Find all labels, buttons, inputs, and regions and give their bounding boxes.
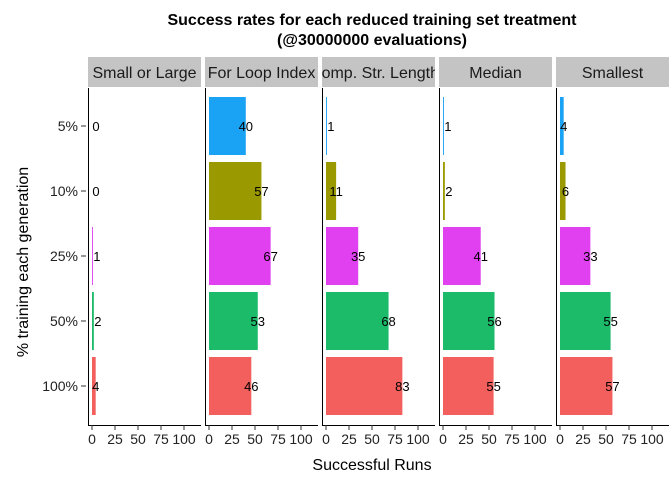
data-label: 2 — [94, 314, 101, 329]
x-tick-label: 100 — [640, 431, 664, 447]
bar — [443, 292, 495, 350]
facet-panel: Smallest 0 25 50 75 100 4 6 33 55 57 — [556, 57, 669, 447]
bar — [326, 97, 327, 155]
x-tick-label: 25 — [107, 431, 123, 447]
bar — [560, 292, 611, 350]
data-label: 56 — [487, 314, 501, 329]
x-tick-label: 50 — [364, 431, 380, 447]
bar — [326, 227, 359, 285]
x-tick-label: 75 — [387, 431, 403, 447]
x-tick-label: 75 — [504, 431, 520, 447]
bar — [209, 227, 271, 285]
bar — [443, 97, 444, 155]
bar — [326, 292, 389, 350]
x-tick-label: 25 — [341, 431, 357, 447]
y-tick-label: 25% — [50, 248, 78, 264]
facet-strip-label: Smallest — [582, 65, 644, 82]
facet-panel: Median 0 25 50 75 100 1 2 41 56 55 — [439, 57, 552, 447]
chart-title: Success rates for each reduced training … — [167, 12, 577, 29]
data-label: 1 — [444, 119, 451, 134]
x-tick-label: 100 — [523, 431, 547, 447]
bar — [326, 357, 403, 415]
chart-subtitle: (@30000000 evaluations) — [277, 32, 467, 49]
x-tick-label: 25 — [224, 431, 240, 447]
x-tick-label: 25 — [575, 431, 591, 447]
data-label: 41 — [473, 249, 487, 264]
bar — [209, 97, 246, 155]
x-tick-label: 0 — [88, 431, 96, 447]
x-tick-label: 100 — [406, 431, 430, 447]
facet-strip-label: Small or Large — [92, 65, 196, 82]
data-label: 0 — [92, 184, 99, 199]
y-tick-label: 100% — [42, 378, 78, 394]
bar — [443, 227, 481, 285]
bar — [560, 97, 564, 155]
facet-strip-label: For Loop Index — [208, 65, 316, 82]
data-label: 4 — [92, 379, 99, 394]
facet-strip — [556, 57, 669, 87]
bar — [92, 357, 96, 415]
data-label: 57 — [605, 379, 619, 394]
x-tick-label: 50 — [247, 431, 263, 447]
x-tick-label: 100 — [289, 431, 313, 447]
y-axis-title: % training each generation — [15, 167, 32, 357]
bar — [209, 357, 252, 415]
facet-strip-label: Median — [469, 65, 521, 82]
x-tick-label: 0 — [439, 431, 447, 447]
y-tick-label: 5% — [58, 118, 78, 134]
x-tick-label: 75 — [621, 431, 637, 447]
data-label: 67 — [263, 249, 277, 264]
bar — [92, 227, 93, 285]
data-label: 46 — [244, 379, 258, 394]
data-label: 6 — [562, 184, 569, 199]
data-label: 40 — [239, 119, 253, 134]
bar — [443, 162, 445, 220]
y-tick-label: 10% — [50, 183, 78, 199]
x-tick-label: 0 — [556, 431, 564, 447]
facet-panel: Small or Large 0 25 50 75 100 0 0 1 2 4 — [88, 57, 201, 447]
facet-strip — [88, 57, 201, 87]
data-label: 83 — [395, 379, 409, 394]
x-tick-label: 75 — [153, 431, 169, 447]
bar — [560, 162, 566, 220]
x-tick-label: 50 — [130, 431, 146, 447]
bar — [326, 162, 337, 220]
facet-panel: For Loop Index 0 25 50 75 100 40 57 67 53 46 — [205, 57, 318, 447]
data-label: 35 — [351, 249, 365, 264]
x-tick-label: 0 — [205, 431, 213, 447]
data-label: 11 — [329, 184, 343, 199]
bar — [209, 162, 262, 220]
facet-strip — [439, 57, 552, 87]
data-label: 55 — [486, 379, 500, 394]
data-label: 2 — [445, 184, 452, 199]
data-label: 1 — [327, 119, 334, 134]
facet-strip — [322, 57, 435, 87]
bar — [443, 357, 494, 415]
x-tick-label: 50 — [481, 431, 497, 447]
data-label: 68 — [381, 314, 395, 329]
data-label: 0 — [92, 119, 99, 134]
x-axis-title: Successful Runs — [312, 457, 431, 474]
x-tick-label: 75 — [270, 431, 286, 447]
data-label: 1 — [93, 249, 100, 264]
facet-strip-label: Comp. Str. Lengths — [310, 65, 447, 82]
data-label: 53 — [251, 314, 265, 329]
bar — [560, 357, 613, 415]
x-tick-label: 25 — [458, 431, 474, 447]
bar — [560, 227, 591, 285]
x-tick-label: 100 — [172, 431, 196, 447]
data-label: 55 — [603, 314, 617, 329]
data-label: 33 — [583, 249, 597, 264]
x-tick-label: 0 — [322, 431, 330, 447]
data-label: 57 — [254, 184, 268, 199]
facet-strip — [205, 57, 318, 87]
data-label: 4 — [560, 119, 567, 134]
x-tick-label: 50 — [598, 431, 614, 447]
bar — [92, 292, 94, 350]
bar — [209, 292, 258, 350]
y-tick-label: 50% — [50, 313, 78, 329]
